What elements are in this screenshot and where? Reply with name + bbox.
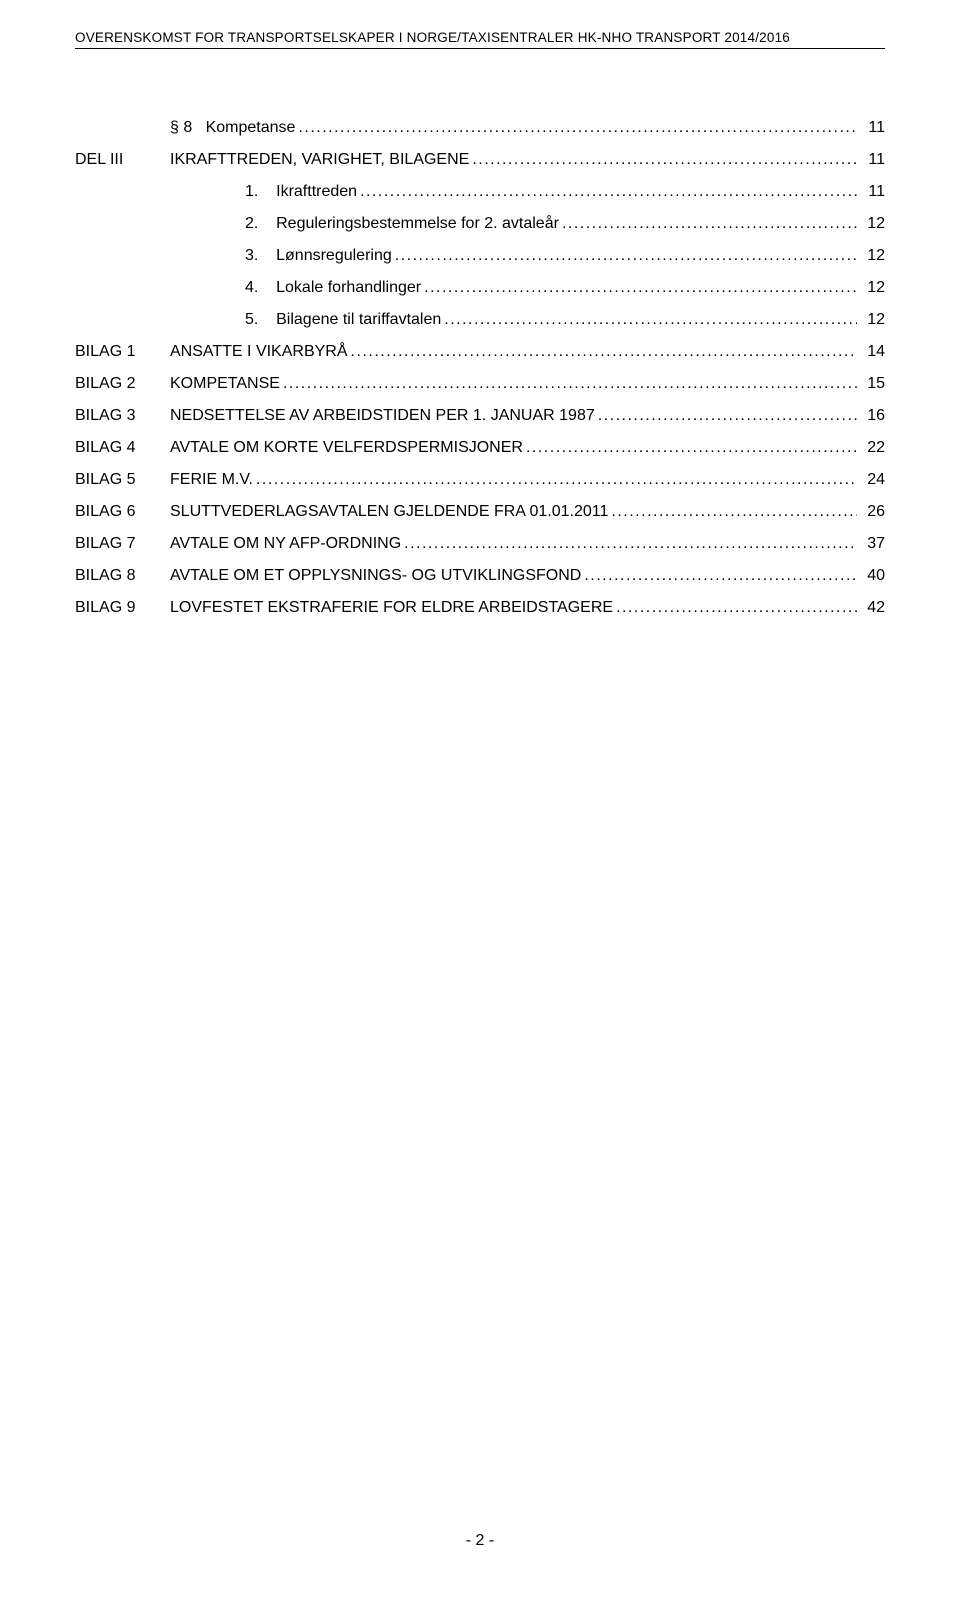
toc-row: 4. Lokale forhandlinger 12 — [75, 279, 885, 297]
toc-row: BILAG 1ANSATTE I VIKARBYRÅ 14 — [75, 343, 885, 361]
toc-leader-dots — [424, 279, 857, 297]
toc-row: DEL IIIIKRAFTTREDEN, VARIGHET, BILAGENE 1… — [75, 151, 885, 169]
toc-leader-dots — [404, 535, 857, 553]
toc-row: BILAG 9LOVFESTET EKSTRAFERIE FOR ELDRE A… — [75, 599, 885, 617]
toc-row-label: DEL III — [75, 151, 170, 169]
toc-row-page: 37 — [860, 535, 885, 553]
toc-leader-dots — [395, 247, 857, 265]
toc-row-page: 14 — [860, 343, 885, 361]
toc-row-title: KOMPETANSE — [170, 375, 280, 393]
toc-row-page: 40 — [860, 567, 885, 585]
toc-leader-dots — [562, 215, 857, 233]
toc-row-label: BILAG 2 — [75, 375, 170, 393]
toc-leader-dots — [351, 343, 857, 361]
toc-row-page: 26 — [860, 503, 885, 521]
toc-row-page: 11 — [860, 151, 885, 169]
toc-row-title: ANSATTE I VIKARBYRÅ — [170, 343, 348, 361]
toc-row: BILAG 6SLUTTVEDERLAGSAVTALEN GJELDENDE F… — [75, 503, 885, 521]
toc-leader-dots — [616, 599, 857, 617]
toc-row-page: 42 — [860, 599, 885, 617]
toc-row-title: 1. Ikrafttreden — [245, 183, 357, 201]
toc-row-page: 22 — [860, 439, 885, 457]
toc-row-page: 24 — [860, 471, 885, 489]
toc-row-label: BILAG 6 — [75, 503, 170, 521]
toc-row-label: BILAG 9 — [75, 599, 170, 617]
toc-row: § 8 Kompetanse 11 — [75, 119, 885, 137]
toc-row: 1. Ikrafttreden 11 — [75, 183, 885, 201]
toc-row-label: BILAG 3 — [75, 407, 170, 425]
toc-row-page: 12 — [860, 247, 885, 265]
toc-leader-dots — [598, 407, 857, 425]
toc-row-label: BILAG 7 — [75, 535, 170, 553]
toc-row-page: 12 — [860, 279, 885, 297]
page-number: - 2 - — [0, 1532, 960, 1550]
toc-row-page: 16 — [860, 407, 885, 425]
toc-leader-dots — [298, 119, 857, 137]
toc-row-label: BILAG 4 — [75, 439, 170, 457]
toc-leader-dots — [444, 311, 857, 329]
toc-row: BILAG 5FERIE M.V. 24 — [75, 471, 885, 489]
toc-row-page: 11 — [860, 183, 885, 201]
toc-row-page: 15 — [860, 375, 885, 393]
toc-leader-dots — [256, 471, 857, 489]
toc-row: BILAG 4AVTALE OM KORTE VELFERDSPERMISJON… — [75, 439, 885, 457]
toc-row-title: NEDSETTELSE AV ARBEIDSTIDEN PER 1. JANUA… — [170, 407, 595, 425]
toc-leader-dots — [283, 375, 857, 393]
toc-row-title: 3. Lønnsregulering — [245, 247, 392, 265]
toc-row: 3. Lønnsregulering 12 — [75, 247, 885, 265]
toc-row-title: 5. Bilagene til tariffavtalen — [245, 311, 441, 329]
toc-row-title: IKRAFTTREDEN, VARIGHET, BILAGENE — [170, 151, 469, 169]
toc-row-page: 11 — [860, 119, 885, 137]
toc-leader-dots — [611, 503, 857, 521]
toc-leader-dots — [360, 183, 857, 201]
toc-row-title: 2. Reguleringsbestemmelse for 2. avtaleå… — [245, 215, 559, 233]
toc-row-title: AVTALE OM KORTE VELFERDSPERMISJONER — [170, 439, 523, 457]
document-header: OVERENSKOMST FOR TRANSPORTSELSKAPER I NO… — [75, 30, 885, 49]
toc-row: 2. Reguleringsbestemmelse for 2. avtaleå… — [75, 215, 885, 233]
toc-row-title: 4. Lokale forhandlinger — [245, 279, 421, 297]
toc-row-title: AVTALE OM NY AFP-ORDNING — [170, 535, 401, 553]
toc-row: BILAG 2KOMPETANSE 15 — [75, 375, 885, 393]
toc-row: 5. Bilagene til tariffavtalen 12 — [75, 311, 885, 329]
toc-row-label: BILAG 8 — [75, 567, 170, 585]
toc-leader-dots — [584, 567, 857, 585]
toc-leader-dots — [526, 439, 857, 457]
toc-row-title: AVTALE OM ET OPPLYSNINGS- OG UTVIKLINGSF… — [170, 567, 581, 585]
toc-leader-dots — [472, 151, 857, 169]
toc-row-page: 12 — [860, 215, 885, 233]
toc-row-title: FERIE M.V. — [170, 471, 253, 489]
toc-row-page: 12 — [860, 311, 885, 329]
toc-row-title: § 8 Kompetanse — [170, 119, 295, 137]
toc-row-title: LOVFESTET EKSTRAFERIE FOR ELDRE ARBEIDST… — [170, 599, 613, 617]
toc-row: BILAG 7AVTALE OM NY AFP-ORDNING 37 — [75, 535, 885, 553]
table-of-contents: § 8 Kompetanse11DEL IIIIKRAFTTREDEN, VAR… — [75, 119, 885, 617]
toc-row-label: BILAG 1 — [75, 343, 170, 361]
toc-row: BILAG 3NEDSETTELSE AV ARBEIDSTIDEN PER 1… — [75, 407, 885, 425]
toc-row-label: BILAG 5 — [75, 471, 170, 489]
toc-row-title: SLUTTVEDERLAGSAVTALEN GJELDENDE FRA 01.0… — [170, 503, 608, 521]
toc-row: BILAG 8AVTALE OM ET OPPLYSNINGS- OG UTVI… — [75, 567, 885, 585]
